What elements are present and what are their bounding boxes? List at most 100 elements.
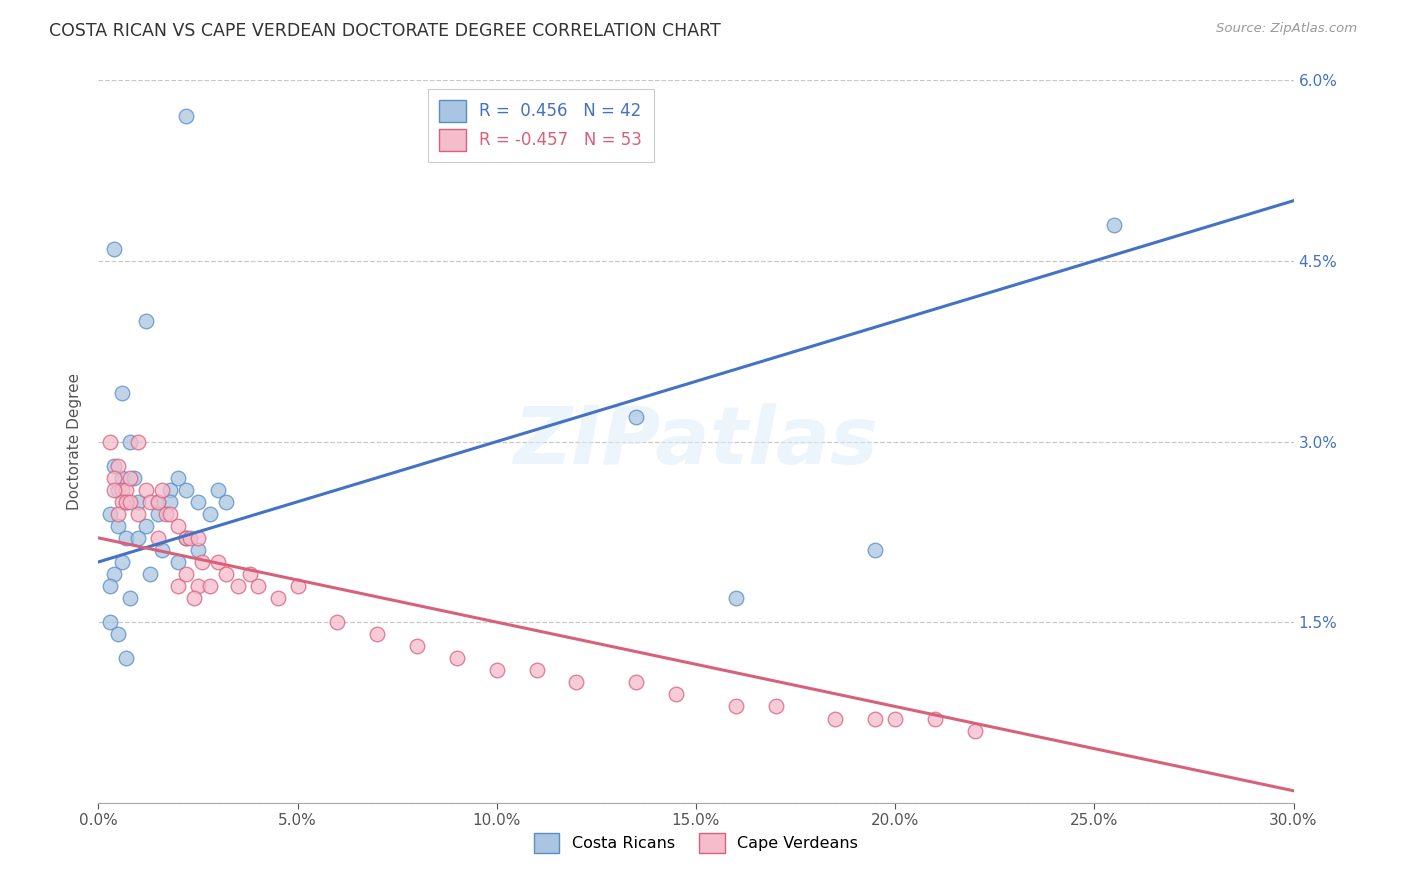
Point [765,699,787,714]
Point [150,483,173,497]
Point [120,434,142,449]
Point [107,507,129,521]
Point [366,627,388,641]
Point [174,567,197,582]
Point [174,109,197,123]
Point [565,675,588,690]
Point [98,615,122,630]
Point [98,579,122,593]
Point [187,579,209,593]
Point [115,651,138,665]
Point [127,531,149,545]
Point [187,494,209,508]
Point [191,555,214,569]
Point [111,483,134,497]
Point [159,507,181,521]
Point [103,567,125,582]
Point [103,483,125,497]
Point [135,314,157,328]
Point [824,712,846,726]
Point [111,470,134,484]
Point [148,531,170,545]
Point [198,579,221,593]
Point [183,591,205,605]
Point [724,591,747,605]
Point [865,542,887,557]
Point [115,483,138,497]
Point [135,483,157,497]
Point [187,531,209,545]
Point [1104,218,1126,232]
Point [127,434,149,449]
Point [665,687,688,701]
Point [107,627,129,641]
Point [159,494,181,508]
Point [159,483,181,497]
Point [187,542,209,557]
Point [120,591,142,605]
Point [215,567,238,582]
Point [226,579,249,593]
Point [287,579,309,593]
Point [98,507,122,521]
Point [167,579,190,593]
Point [207,483,229,497]
Point [103,470,125,484]
Point [127,507,149,521]
Point [107,483,129,497]
Point [963,723,986,738]
Point [167,518,190,533]
Point [107,518,129,533]
Point [884,712,907,726]
Point [148,494,170,508]
Point [115,531,138,545]
Point [150,542,173,557]
Point [115,494,138,508]
Legend: Costa Ricans, Cape Verdeans: Costa Ricans, Cape Verdeans [527,827,865,860]
Point [865,712,887,726]
Point [103,458,125,473]
Point [148,494,170,508]
Point [446,651,468,665]
Y-axis label: Doctorate Degree: Doctorate Degree [67,373,83,510]
Point [124,470,146,484]
Point [135,518,157,533]
Point [148,507,170,521]
Point [207,555,229,569]
Point [924,712,946,726]
Point [111,555,134,569]
Point [139,567,162,582]
Point [406,639,429,653]
Point [174,531,197,545]
Point [120,494,142,508]
Point [127,494,149,508]
Point [626,675,648,690]
Point [115,494,138,508]
Point [167,470,190,484]
Point [120,470,142,484]
Point [98,434,122,449]
Point [167,555,190,569]
Point [267,591,290,605]
Point [526,664,548,678]
Point [139,494,162,508]
Point [179,531,201,545]
Point [174,483,197,497]
Point [111,386,134,401]
Point [485,664,508,678]
Point [155,507,177,521]
Point [326,615,349,630]
Point [239,567,262,582]
Point [246,579,269,593]
Point [111,494,134,508]
Text: ZIPatlas: ZIPatlas [513,402,879,481]
Point [107,458,129,473]
Point [198,507,221,521]
Point [215,494,238,508]
Text: Source: ZipAtlas.com: Source: ZipAtlas.com [1216,22,1357,36]
Text: COSTA RICAN VS CAPE VERDEAN DOCTORATE DEGREE CORRELATION CHART: COSTA RICAN VS CAPE VERDEAN DOCTORATE DE… [49,22,721,40]
Point [724,699,747,714]
Point [626,410,648,425]
Point [103,242,125,256]
Point [174,531,197,545]
